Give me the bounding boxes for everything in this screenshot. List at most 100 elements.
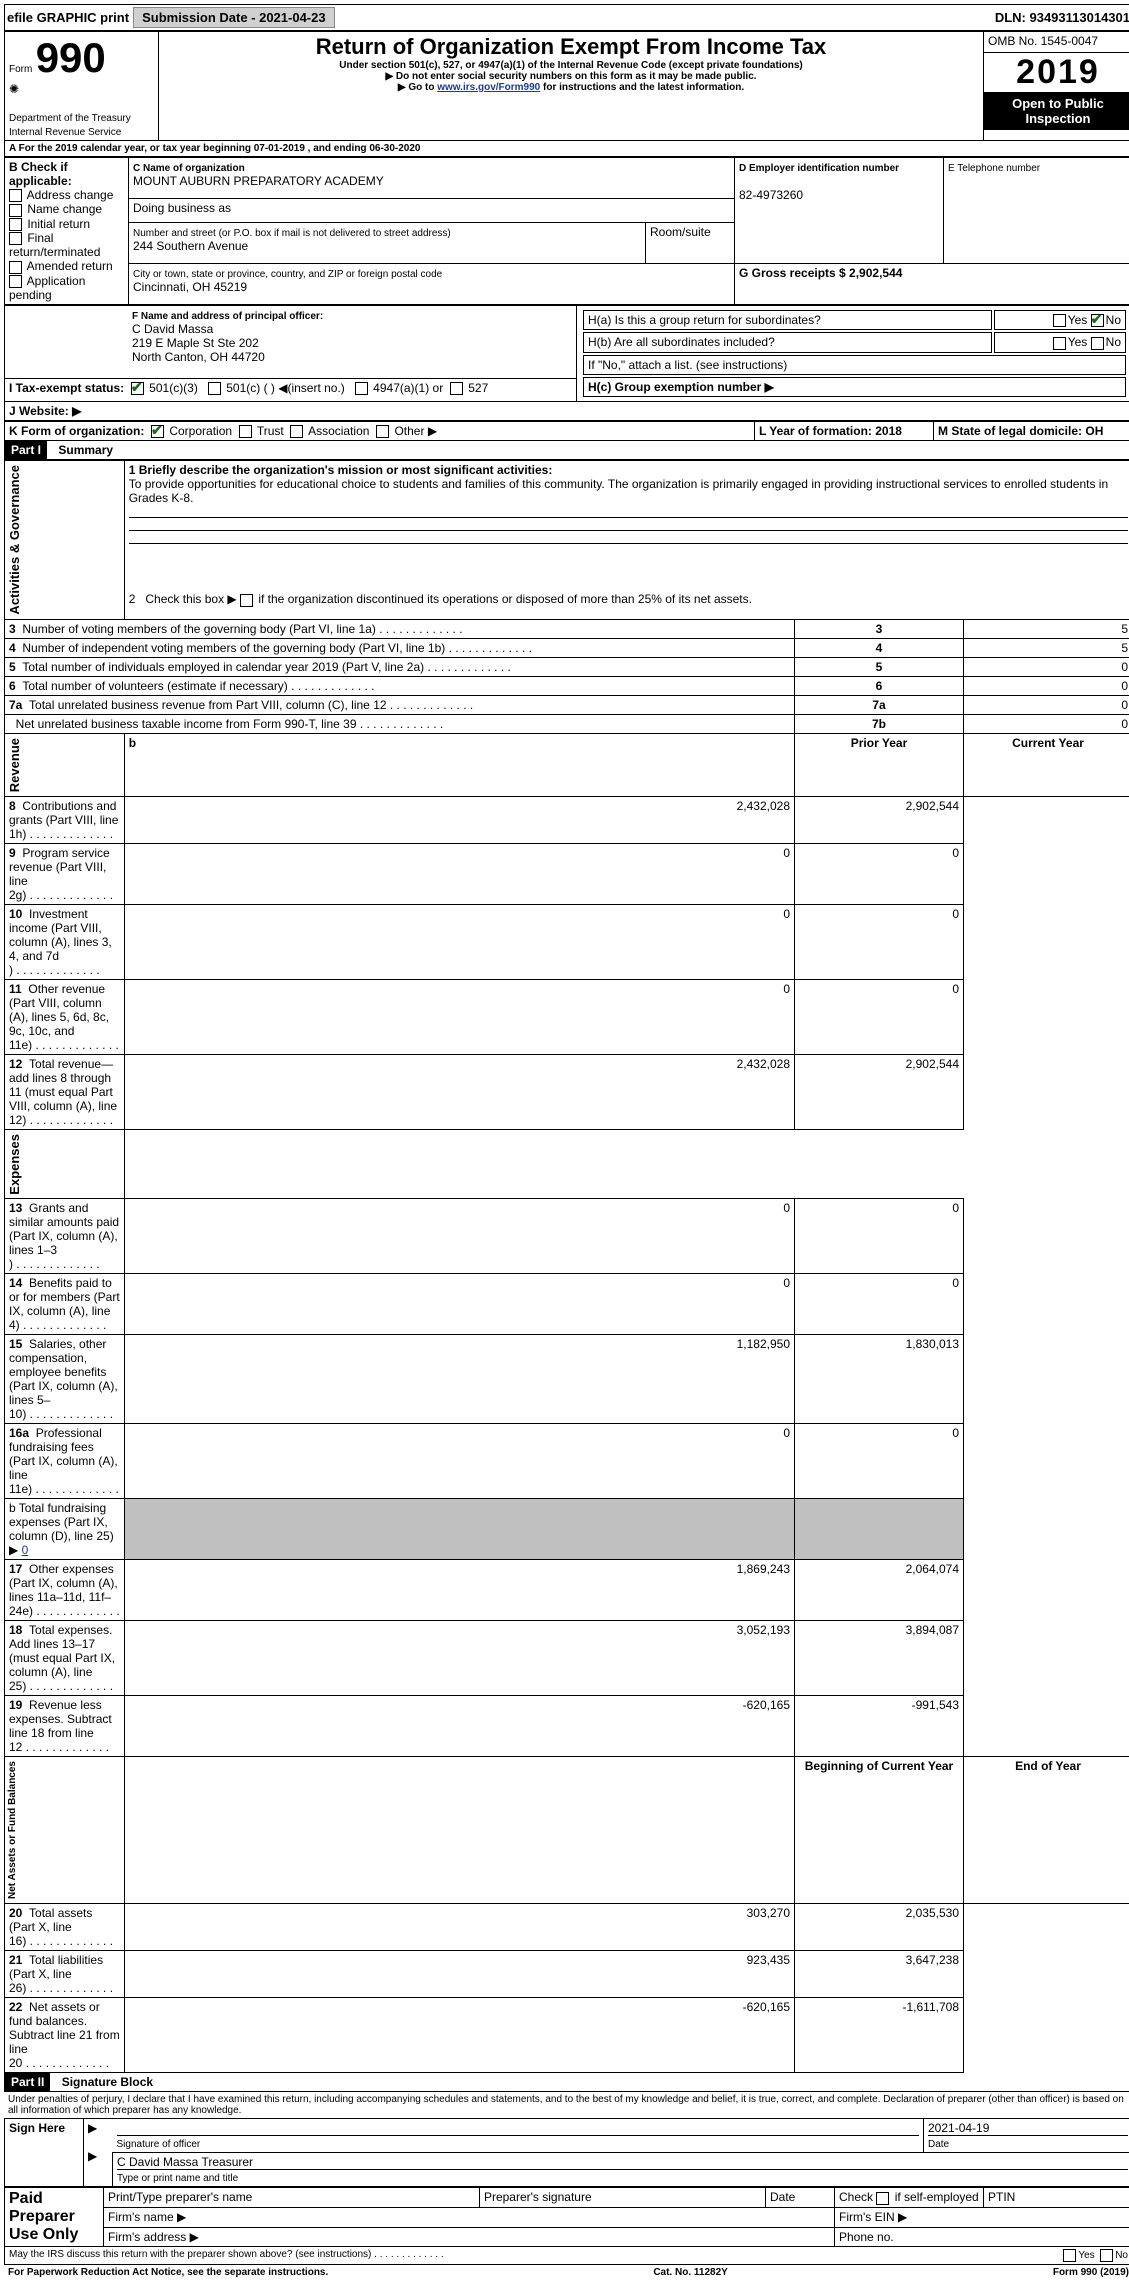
phone-label: Phone no. bbox=[835, 2227, 1129, 2247]
l1-mission: To provide opportunities for educational… bbox=[129, 477, 1108, 505]
prep-name-label: Print/Type preparer's name bbox=[104, 2188, 480, 2208]
b-item-label: Initial return bbox=[27, 217, 90, 231]
part1-header: Part I bbox=[5, 441, 47, 459]
part2-header: Part II bbox=[5, 2073, 50, 2091]
part1-title: Summary bbox=[50, 443, 113, 457]
tax-year: 2019 bbox=[984, 53, 1129, 92]
submission-date-button[interactable]: Submission Date - 2021-04-23 bbox=[133, 7, 335, 28]
note2-post: for instructions and the latest informat… bbox=[543, 82, 744, 93]
table-row: 12 Total revenue—add lines 8 through 11 … bbox=[5, 1054, 1129, 1129]
discuss-label: May the IRS discuss this return with the… bbox=[9, 2249, 444, 2262]
identity-table: B Check if applicable: Address change Na… bbox=[4, 157, 1129, 305]
dln-label: DLN: 93493113014301 bbox=[995, 10, 1129, 25]
k-corp-checkbox[interactable] bbox=[151, 425, 164, 438]
b-item-label: Amended return bbox=[27, 259, 113, 273]
form-label: Form bbox=[9, 64, 32, 75]
table-row: 19 Revenue less expenses. Subtract line … bbox=[5, 1696, 1129, 1757]
table-row: 4 Number of independent voting members o… bbox=[5, 638, 1129, 657]
m-state: M State of legal domicile: OH bbox=[934, 421, 1129, 440]
prep-sig-label: Preparer's signature bbox=[479, 2188, 765, 2208]
l16b-link[interactable]: 0 bbox=[22, 1543, 29, 1557]
f-officer-label: F Name and address of principal officer: bbox=[132, 311, 323, 322]
l1-label: 1 Briefly describe the organization's mi… bbox=[129, 463, 553, 477]
j-website: J Website: ▶ bbox=[5, 401, 1129, 420]
c-name-label: C Name of organization bbox=[133, 163, 245, 174]
k-trust-checkbox[interactable] bbox=[239, 425, 252, 438]
sig-officer-label: Signature of officer bbox=[117, 2139, 201, 2150]
hc-label: H(c) Group exemption number ▶ bbox=[583, 377, 1126, 397]
type-name-label: Type or print name and title bbox=[117, 2173, 238, 2184]
street-address: 244 Southern Avenue bbox=[133, 239, 248, 253]
firm-addr-label: Firm's address ▶ bbox=[104, 2227, 835, 2247]
form-subtitle: Under section 501(c), 527, or 4947(a)(1)… bbox=[163, 60, 979, 71]
table-row: 6 Total number of volunteers (estimate i… bbox=[5, 676, 1129, 695]
i-501c3-checkbox[interactable] bbox=[131, 382, 144, 395]
b-item-checkbox[interactable] bbox=[9, 204, 22, 217]
part2-title: Signature Block bbox=[54, 2075, 153, 2089]
k-l-m-table: K Form of organization: Corporation Trus… bbox=[4, 421, 1129, 441]
d-ein-label: D Employer identification number bbox=[739, 163, 899, 174]
ha-no-checkbox[interactable] bbox=[1091, 314, 1104, 327]
vert-netassets: Net Assets or Fund Balances bbox=[5, 1757, 20, 1903]
b-item-label: Address change bbox=[27, 188, 114, 202]
sign-here-label: Sign Here bbox=[5, 2119, 84, 2187]
table-row: 13 Grants and similar amounts paid (Part… bbox=[5, 1199, 1129, 1274]
irs-logo-icon: ✺ bbox=[9, 82, 19, 96]
omb-number: OMB No. 1545-0047 bbox=[984, 32, 1129, 53]
table-row: 15 Salaries, other compensation, employe… bbox=[5, 1335, 1129, 1424]
form-header-table: Form 990 ✺ Department of the Treasury In… bbox=[4, 31, 1129, 141]
table-row: 9 Program service revenue (Part VIII, li… bbox=[5, 843, 1129, 904]
form990-link[interactable]: www.irs.gov/Form990 bbox=[437, 82, 540, 93]
table-row: 20 Total assets (Part X, line 16)303,270… bbox=[5, 1904, 1129, 1951]
b-item-checkbox[interactable] bbox=[9, 275, 22, 288]
ha-yes-checkbox[interactable] bbox=[1053, 314, 1066, 327]
discuss-no-checkbox[interactable] bbox=[1100, 2249, 1113, 2262]
b-item-checkbox[interactable] bbox=[9, 218, 22, 231]
top-toolbar: efile GRAPHIC print Submission Date - 20… bbox=[4, 4, 1129, 31]
table-row: 16a Professional fundraising fees (Part … bbox=[5, 1424, 1129, 1499]
k-other-checkbox[interactable] bbox=[376, 425, 389, 438]
ha-label: H(a) Is this a group return for subordin… bbox=[583, 310, 992, 330]
part2-declaration: Under penalties of perjury, I declare th… bbox=[4, 2092, 1129, 2118]
paperwork-notice: For Paperwork Reduction Act Notice, see … bbox=[8, 2267, 328, 2278]
table-row: 8 Contributions and grants (Part VIII, l… bbox=[5, 796, 1129, 843]
table-row: 3 Number of voting members of the govern… bbox=[5, 619, 1129, 638]
i-527-checkbox[interactable] bbox=[450, 382, 463, 395]
table-row: 7a Total unrelated business revenue from… bbox=[5, 695, 1129, 714]
firm-name-label: Firm's name ▶ bbox=[104, 2208, 835, 2228]
l2-text: 2 Check this box ▶ bbox=[129, 592, 240, 606]
b-item-checkbox[interactable] bbox=[9, 261, 22, 274]
b-item-label: Final return/terminated bbox=[9, 231, 100, 259]
table-row: 22 Net assets or fund balances. Subtract… bbox=[5, 1998, 1129, 2073]
hb-no-checkbox[interactable] bbox=[1091, 337, 1104, 350]
l2-rest: if the organization discontinued its ope… bbox=[258, 592, 752, 606]
b-item-checkbox[interactable] bbox=[9, 189, 22, 202]
b-check-label: B Check if applicable: bbox=[9, 160, 124, 188]
vert-expenses: Expenses bbox=[5, 1130, 24, 1199]
discuss-yes-checkbox[interactable] bbox=[1063, 2249, 1076, 2262]
sig-date-label: Date bbox=[928, 2139, 949, 2150]
tax-year-line: A For the 2019 calendar year, or tax yea… bbox=[4, 141, 1129, 157]
ptin-label: PTIN bbox=[984, 2188, 1129, 2208]
table-row: 17 Other expenses (Part IX, column (A), … bbox=[5, 1560, 1129, 1621]
open-to-public: Open to Public Inspection bbox=[984, 92, 1129, 130]
sig-date-value: 2021-04-19 bbox=[928, 2121, 989, 2135]
i-4947-checkbox[interactable] bbox=[355, 382, 368, 395]
i-501c-checkbox[interactable] bbox=[208, 382, 221, 395]
k-assoc-checkbox[interactable] bbox=[290, 425, 303, 438]
gross-receipts: G Gross receipts $ 2,902,544 bbox=[735, 263, 1129, 304]
arrow-icon bbox=[398, 82, 408, 93]
city-label: City or town, state or province, country… bbox=[133, 269, 442, 280]
officer-printed-name: C David Massa Treasurer bbox=[117, 2155, 253, 2169]
prep-date-label: Date bbox=[766, 2188, 835, 2208]
self-employed-checkbox[interactable] bbox=[876, 2192, 889, 2205]
note2-pre: Go to bbox=[408, 82, 437, 93]
b-item-checkbox[interactable] bbox=[9, 232, 22, 245]
table-row: 10 Investment income (Part VIII, column … bbox=[5, 904, 1129, 979]
l2-checkbox[interactable] bbox=[240, 594, 253, 607]
hb-yes-checkbox[interactable] bbox=[1053, 337, 1066, 350]
table-row: 21 Total liabilities (Part X, line 26)92… bbox=[5, 1951, 1129, 1998]
ein-value: 82-4973260 bbox=[739, 188, 803, 202]
table-row: Net unrelated business taxable income fr… bbox=[5, 714, 1129, 733]
beg-year-header: Beginning of Current Year bbox=[795, 1757, 964, 1904]
